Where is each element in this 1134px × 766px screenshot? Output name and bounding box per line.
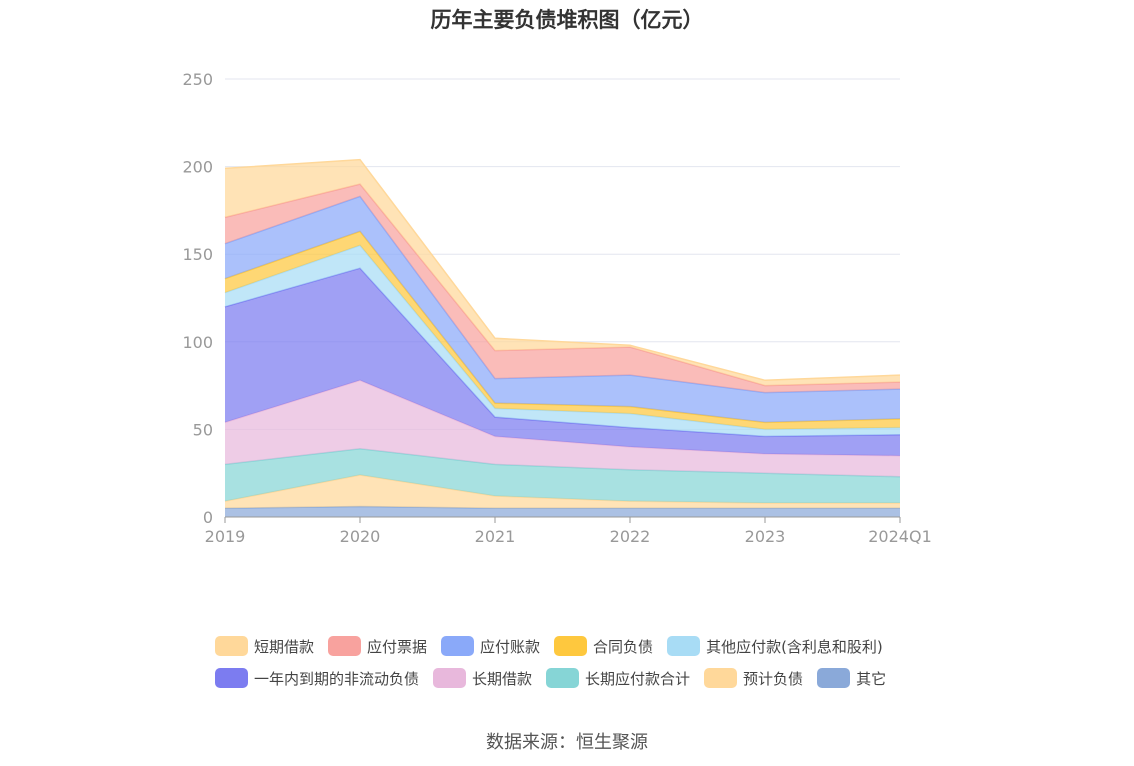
legend-item-contract-liabilities[interactable]: 合同负债: [554, 636, 653, 657]
chart-title: 历年主要负债堆积图（亿元）: [430, 8, 704, 32]
legend-row-2: 一年内到期的非流动负债 长期借款 长期应付款合计 预计负债 其它: [215, 662, 975, 694]
legend-item-short-term-loans[interactable]: 短期借款: [215, 636, 314, 657]
area-series-1: [225, 506, 900, 517]
area-series-3: [225, 448, 900, 503]
legend-swatch: [704, 668, 738, 688]
legend-label: 长期应付款合计: [585, 669, 691, 688]
legend-label: 其他应付款(含利息和股利): [706, 637, 883, 656]
y-tick-label: 150: [182, 245, 213, 264]
y-tick-label: 100: [182, 333, 213, 352]
legend-item-accounts-payable[interactable]: 应付账款: [441, 636, 540, 657]
y-tick-label: 0: [203, 508, 213, 527]
y-tick-label: 250: [182, 70, 213, 89]
x-tick-label: 2022: [610, 527, 651, 546]
legend-item-other-payables[interactable]: 其他应付款(含利息和股利): [667, 636, 883, 657]
area-series-10: [225, 159, 900, 386]
legend-label: 应付账款: [480, 637, 541, 656]
legend-item-notes-payable[interactable]: 应付票据: [328, 636, 427, 657]
x-tick-label: 2021: [475, 527, 516, 546]
area-series-7: [225, 231, 900, 430]
legend-item-long-term-loans[interactable]: 长期借款: [433, 668, 532, 689]
legend-swatch: [441, 636, 475, 656]
data-source-note: 数据来源：恒生聚源: [486, 732, 648, 753]
area-series-9: [225, 184, 900, 393]
legend-swatch: [554, 636, 588, 656]
x-tick-label: 2023: [745, 527, 786, 546]
legend-item-current-noncurrent-liabilities[interactable]: 一年内到期的非流动负债: [215, 668, 419, 689]
y-tick-label: 50: [193, 420, 213, 439]
legend-label: 其它: [856, 669, 887, 688]
legend-label: 应付票据: [367, 637, 428, 656]
x-tick-label: 2020: [340, 527, 381, 546]
area-series-2: [225, 475, 900, 509]
legend-swatch: [328, 636, 362, 656]
stacked-area-chart: 0 50 100 150 200 250 2019 2020 2021 2022 2023 2024Q…: [182, 70, 932, 546]
legend-swatch: [215, 668, 248, 688]
y-tick-label: 200: [182, 158, 213, 177]
legend-swatch: [433, 668, 467, 688]
legend-item-others[interactable]: 其它: [817, 668, 886, 689]
legend-label: 预计负债: [743, 669, 804, 688]
legend-item-long-term-payables[interactable]: 长期应付款合计: [546, 668, 690, 689]
legend-label: 合同负债: [593, 637, 654, 656]
legend-swatch: [215, 636, 248, 656]
legend-label: 一年内到期的非流动负债: [254, 669, 420, 688]
legend-label: 长期借款: [472, 669, 533, 688]
area-series-8: [225, 196, 900, 423]
legend-swatch: [667, 636, 701, 656]
chart-legend: 短期借款 应付票据 应付账款 合同负债 其他应付款(含利息和股利) 一年内到期的…: [215, 630, 975, 694]
area-series-line-10: [224, 158, 901, 382]
legend-row-1: 短期借款 应付票据 应付账款 合同负债 其他应付款(含利息和股利): [215, 630, 975, 662]
x-tick-label: 2019: [205, 527, 246, 546]
legend-label: 短期借款: [254, 637, 315, 656]
area-series-5: [225, 268, 900, 456]
legend-item-provisions[interactable]: 预计负债: [704, 668, 803, 689]
legend-swatch: [546, 668, 580, 688]
legend-swatch: [817, 668, 851, 688]
x-tick-label: 2024Q1: [868, 527, 932, 546]
area-series-6: [225, 245, 900, 437]
